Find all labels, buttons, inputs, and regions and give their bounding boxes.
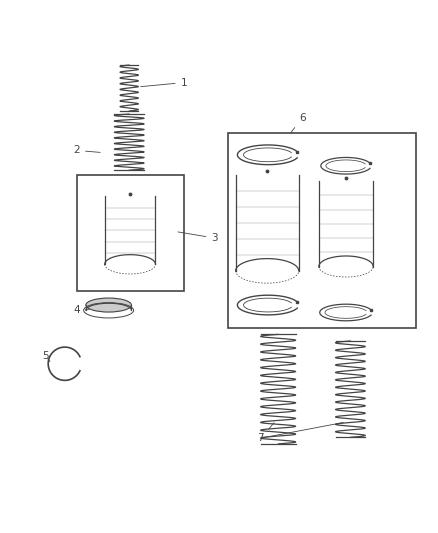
Bar <box>77 174 184 290</box>
Ellipse shape <box>236 162 299 187</box>
Ellipse shape <box>105 187 155 206</box>
Bar <box>228 133 416 328</box>
Text: 5: 5 <box>42 351 50 361</box>
Ellipse shape <box>86 298 131 312</box>
Bar <box>319 181 373 266</box>
Text: 4: 4 <box>73 305 89 316</box>
Bar <box>105 197 155 264</box>
Text: 7: 7 <box>257 423 274 443</box>
Ellipse shape <box>319 171 373 191</box>
Bar <box>236 174 299 271</box>
Text: 1: 1 <box>141 77 187 87</box>
Text: 6: 6 <box>291 112 306 133</box>
Text: 3: 3 <box>178 232 218 243</box>
Text: 2: 2 <box>73 146 100 156</box>
